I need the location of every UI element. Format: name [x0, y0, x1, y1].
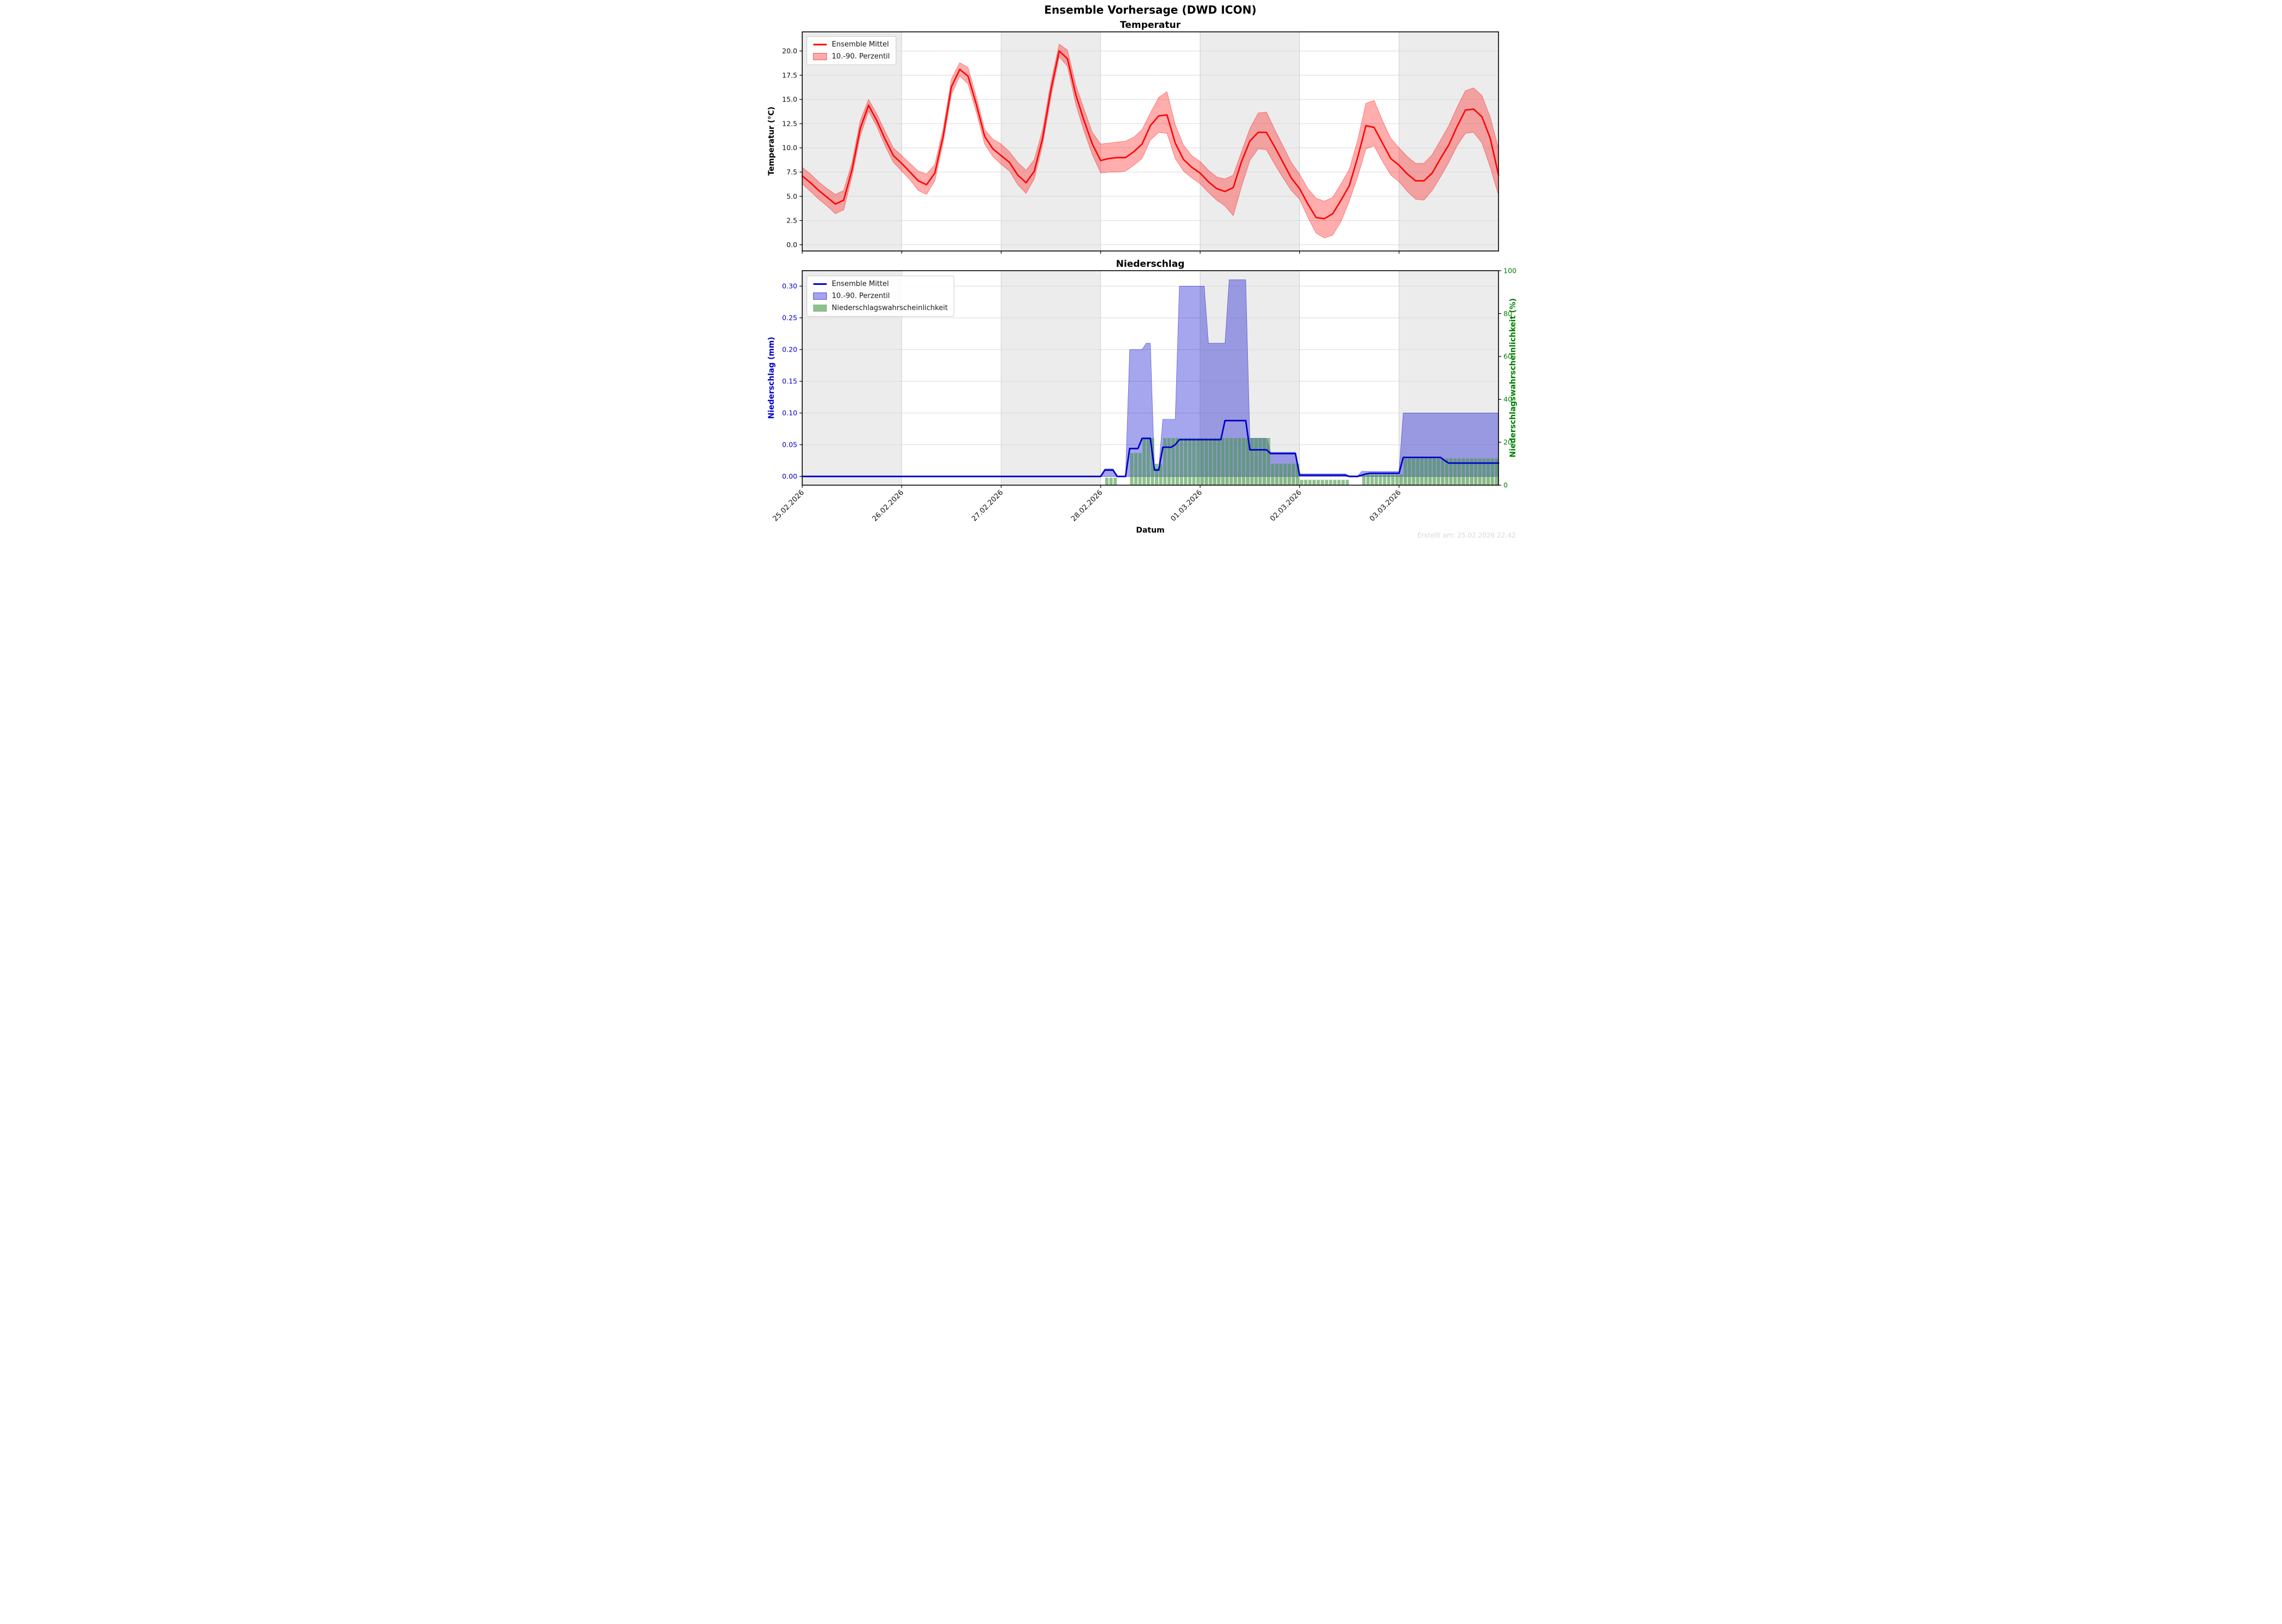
svg-text:7.5: 7.5 — [786, 168, 797, 176]
svg-text:0.20: 0.20 — [782, 346, 797, 354]
green-bar-swatch-icon — [813, 305, 827, 312]
svg-text:20.0: 20.0 — [782, 47, 797, 55]
page-title: Ensemble Vorhersage (DWD ICON) — [1044, 3, 1257, 16]
precipitation-legend: Ensemble Mittel 10.-90. Perzentil Nieder… — [807, 276, 955, 317]
svg-text:27.02.2026: 27.02.2026 — [970, 489, 1005, 523]
svg-text:0.30: 0.30 — [782, 282, 797, 290]
svg-text:15.0: 15.0 — [782, 95, 797, 103]
svg-text:12.5: 12.5 — [782, 119, 797, 127]
legend-item-percentile-band: 10.-90. Perzentil — [813, 292, 948, 300]
svg-text:40: 40 — [1503, 395, 1512, 404]
legend-item-precip-probability: Niederschlagswahrscheinlichkeit — [813, 304, 948, 312]
svg-text:60: 60 — [1503, 352, 1512, 360]
blue-line-swatch-icon — [813, 283, 827, 285]
svg-text:02.03.2026: 02.03.2026 — [1269, 489, 1303, 523]
temperature-subplot-title: Temperatur — [1120, 20, 1181, 31]
svg-text:100: 100 — [1503, 266, 1516, 274]
svg-text:26.02.2026: 26.02.2026 — [871, 489, 905, 523]
svg-text:2.5: 2.5 — [786, 217, 797, 225]
chart-canvas: 0.0 2.5 5.0 7.5 10.0 12.5 15.0 17.5 20.0 0.00 0.05… — [772, 31, 1516, 523]
legend-label: Ensemble Mittel — [832, 280, 889, 288]
svg-text:0.10: 0.10 — [782, 409, 797, 417]
svg-text:0.00: 0.00 — [782, 472, 797, 481]
svg-text:01.03.2026: 01.03.2026 — [1169, 489, 1204, 523]
legend-item-ensemble-mean: Ensemble Mittel — [813, 40, 890, 49]
red-line-swatch-icon — [813, 43, 827, 46]
svg-text:0.0: 0.0 — [786, 241, 797, 249]
blue-band-swatch-icon — [813, 293, 827, 300]
svg-text:0: 0 — [1503, 481, 1508, 489]
svg-text:25.02.2026: 25.02.2026 — [772, 489, 806, 523]
svg-text:80: 80 — [1503, 309, 1512, 318]
legend-label: Niederschlagswahrscheinlichkeit — [832, 304, 948, 312]
svg-text:20: 20 — [1503, 438, 1512, 446]
svg-text:03.03.2026: 03.03.2026 — [1368, 489, 1403, 523]
precipitation-y-axis-label: Niederschlag (mm) — [767, 336, 776, 419]
legend-label: 10.-90. Perzentil — [832, 292, 890, 300]
svg-text:10.0: 10.0 — [782, 144, 797, 152]
red-band-swatch-icon — [813, 53, 827, 60]
svg-text:28.02.2026: 28.02.2026 — [1070, 489, 1104, 523]
svg-text:0.25: 0.25 — [782, 314, 797, 322]
legend-label: Ensemble Mittel — [832, 40, 889, 49]
x-axis-label: Datum — [1136, 526, 1165, 535]
created-at-timestamp: Erstellt am: 25.02.2026 22:42 — [1417, 531, 1516, 539]
legend-label: 10.-90. Perzentil — [832, 52, 890, 61]
temperature-legend: Ensemble Mittel 10.-90. Perzentil — [807, 36, 897, 65]
forecast-figure: 0.0 2.5 5.0 7.5 10.0 12.5 15.0 17.5 20.0 0.00 0.05… — [761, 0, 1521, 541]
svg-text:17.5: 17.5 — [782, 71, 797, 79]
temperature-y-axis-label: Temperatur (°C) — [767, 106, 776, 176]
legend-item-percentile-band: 10.-90. Perzentil — [813, 52, 890, 61]
legend-item-ensemble-mean: Ensemble Mittel — [813, 280, 948, 288]
svg-text:5.0: 5.0 — [786, 192, 797, 200]
probability-y-axis-label: Niederschlagswahrscheinlichkeit (%) — [1509, 298, 1518, 458]
svg-text:0.15: 0.15 — [782, 377, 797, 385]
svg-text:0.05: 0.05 — [782, 441, 797, 449]
precipitation-subplot-title: Niederschlag — [1116, 259, 1185, 270]
